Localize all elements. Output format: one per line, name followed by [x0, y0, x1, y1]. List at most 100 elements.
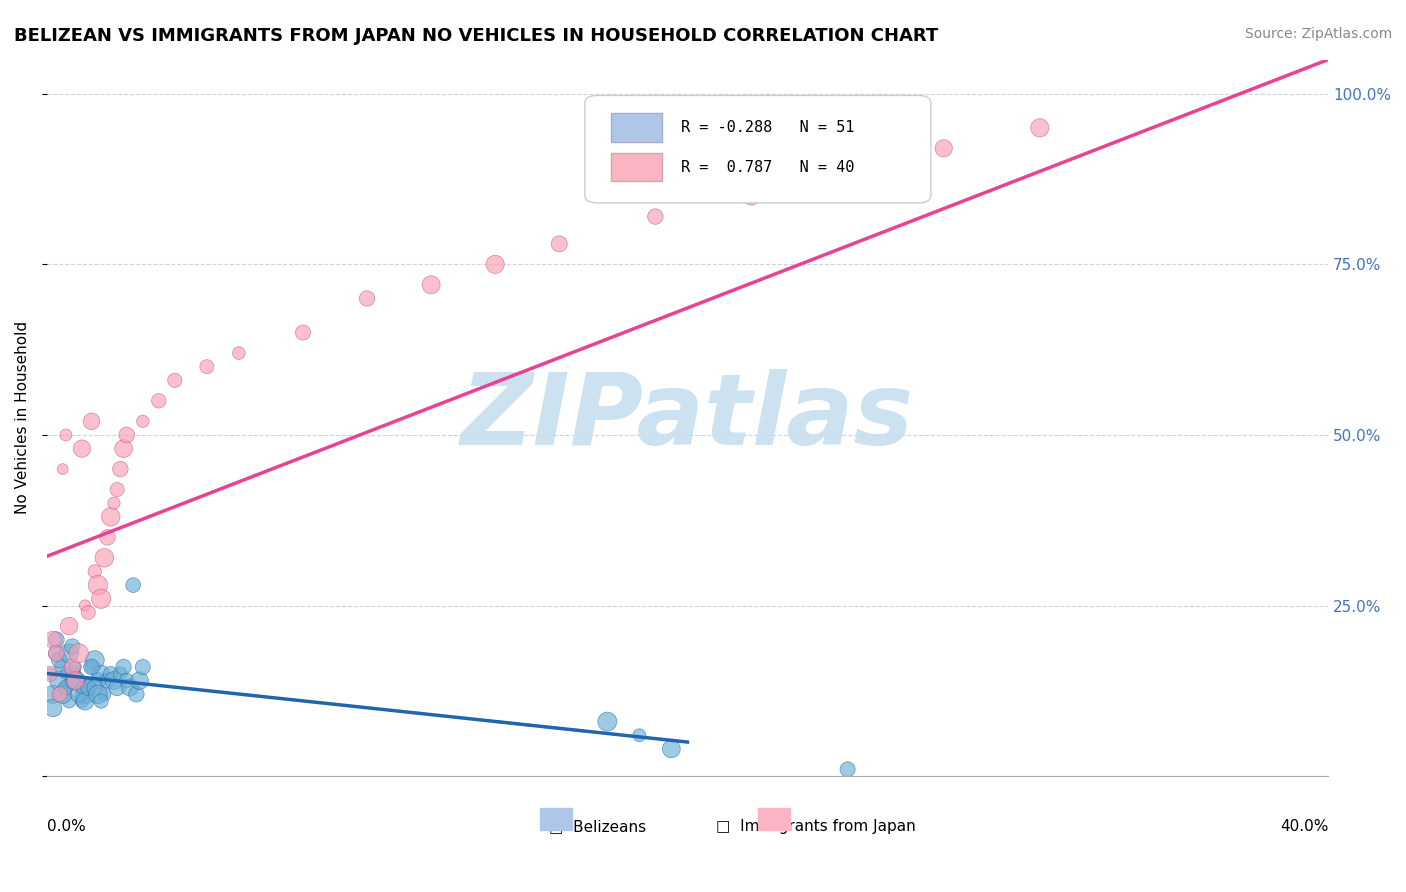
Point [52, 660, 75, 674]
Point [420, 277, 443, 292]
Point [80, 660, 103, 674]
Point [48, 653, 70, 667]
Point [67, 646, 90, 660]
Point [65, 673, 87, 688]
Point [103, 673, 125, 688]
Text: R =  0.787   N = 40: R = 0.787 N = 40 [681, 160, 855, 175]
Point [105, 483, 128, 497]
Point [83, 565, 105, 579]
Point [42, 687, 65, 701]
Point [93, 550, 115, 565]
Point [661, 742, 683, 756]
Point [105, 681, 128, 695]
Point [291, 326, 314, 340]
Point [60, 660, 83, 674]
Point [484, 257, 506, 271]
Point [1029, 120, 1052, 135]
Point [163, 373, 186, 387]
Text: Source: ZipAtlas.com: Source: ZipAtlas.com [1244, 27, 1392, 41]
Point [118, 681, 141, 695]
Point [932, 141, 955, 155]
Point [65, 660, 87, 674]
Point [65, 673, 87, 688]
Point [740, 189, 762, 203]
Point [45, 632, 67, 647]
Point [55, 681, 77, 695]
Text: BELIZEAN VS IMMIGRANTS FROM JAPAN NO VEHICLES IN HOUSEHOLD CORRELATION CHART: BELIZEAN VS IMMIGRANTS FROM JAPAN NO VEH… [14, 27, 938, 45]
Point [67, 687, 90, 701]
Point [128, 673, 150, 688]
Point [628, 728, 651, 742]
Bar [540, 808, 572, 830]
Point [90, 591, 112, 606]
Point [125, 687, 148, 701]
Point [67, 673, 90, 688]
Text: 0.0%: 0.0% [46, 819, 86, 834]
Point [45, 646, 67, 660]
Point [55, 666, 77, 681]
Point [70, 681, 93, 695]
Point [58, 646, 80, 660]
Point [58, 619, 80, 633]
FancyBboxPatch shape [610, 113, 662, 142]
Point [103, 496, 125, 510]
Point [644, 210, 666, 224]
Point [48, 687, 70, 701]
Point [132, 660, 155, 674]
Point [115, 673, 138, 688]
Point [548, 236, 571, 251]
Point [58, 694, 80, 708]
Point [77, 606, 100, 620]
Point [100, 666, 122, 681]
Bar [758, 808, 790, 830]
Point [100, 509, 122, 524]
Point [110, 462, 132, 476]
Point [52, 687, 75, 701]
Point [112, 660, 135, 674]
Point [596, 714, 619, 729]
Text: R = -0.288   N = 51: R = -0.288 N = 51 [681, 120, 855, 136]
Point [112, 442, 135, 456]
Point [70, 442, 93, 456]
Point [837, 763, 859, 777]
Point [96, 673, 118, 688]
FancyBboxPatch shape [610, 153, 662, 181]
Point [83, 681, 105, 695]
Point [60, 666, 83, 681]
Point [228, 346, 250, 360]
Point [115, 428, 138, 442]
Text: 40.0%: 40.0% [1279, 819, 1329, 834]
Point [87, 687, 110, 701]
Y-axis label: No Vehicles in Household: No Vehicles in Household [15, 321, 30, 515]
Point [42, 701, 65, 715]
Point [80, 660, 103, 674]
Point [60, 640, 83, 654]
Text: □  Belizeans: □ Belizeans [550, 819, 647, 834]
Point [38, 666, 60, 681]
FancyBboxPatch shape [585, 95, 931, 202]
Point [75, 687, 97, 701]
Point [90, 694, 112, 708]
Point [110, 666, 132, 681]
Point [837, 169, 859, 183]
Point [122, 578, 145, 592]
Point [148, 393, 170, 408]
Point [55, 428, 77, 442]
Point [70, 694, 93, 708]
Text: ZIPatlas: ZIPatlas [461, 369, 914, 467]
Point [48, 673, 70, 688]
Point [195, 359, 218, 374]
Point [356, 292, 378, 306]
Point [96, 530, 118, 544]
Point [93, 687, 115, 701]
Point [45, 646, 67, 660]
Point [77, 681, 100, 695]
Point [87, 673, 110, 688]
Point [38, 666, 60, 681]
Point [83, 653, 105, 667]
Point [77, 681, 100, 695]
Text: □  Immigrants from Japan: □ Immigrants from Japan [716, 819, 915, 834]
Point [80, 414, 103, 428]
Point [42, 632, 65, 647]
Point [87, 578, 110, 592]
